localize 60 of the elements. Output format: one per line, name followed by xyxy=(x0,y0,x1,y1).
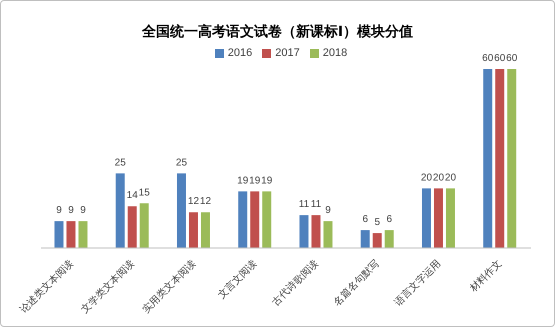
bar xyxy=(116,173,125,248)
x-tick-label: 实用类文本阅读 xyxy=(140,258,198,316)
bar xyxy=(200,212,210,248)
bar xyxy=(372,233,382,248)
bar xyxy=(176,173,186,248)
data-label: 15 xyxy=(138,187,150,198)
x-tick-label: 文言文阅读 xyxy=(216,258,260,302)
x-tick-label: 文学类文本阅读 xyxy=(78,258,137,316)
data-label: 6 xyxy=(386,214,392,226)
bar xyxy=(188,212,198,248)
bar xyxy=(446,188,455,248)
legend-label: 2018 xyxy=(322,47,348,59)
data-label: 60 xyxy=(482,53,494,64)
data-label: 25 xyxy=(176,157,188,168)
legend-label: 2016 xyxy=(228,47,252,59)
data-label: 20 xyxy=(432,172,444,184)
bar xyxy=(311,215,320,248)
data-label: 19 xyxy=(249,175,261,186)
data-label: 9 xyxy=(80,205,86,216)
x-tick-label: 论述类文本阅读 xyxy=(18,258,76,316)
bar xyxy=(507,69,516,248)
data-label: 19 xyxy=(261,175,273,186)
data-label: 12 xyxy=(188,196,200,208)
data-label: 11 xyxy=(298,199,310,210)
bar xyxy=(299,215,308,248)
data-label: 12 xyxy=(200,196,212,208)
data-label: 19 xyxy=(237,175,249,186)
x-tick-label: 古代诗歌阅读 xyxy=(270,258,321,308)
bar xyxy=(384,230,394,248)
bar xyxy=(262,191,272,248)
x-tick-label: 语言文字运用 xyxy=(392,258,444,308)
bar xyxy=(128,206,137,248)
bar xyxy=(323,221,332,248)
data-label: 25 xyxy=(114,157,126,168)
bar xyxy=(495,69,504,248)
data-label: 20 xyxy=(420,172,432,184)
x-tick-label: 材料作文 xyxy=(466,258,504,295)
legend-label: 2017 xyxy=(275,47,300,59)
data-label: 60 xyxy=(506,53,518,64)
data-label: 11 xyxy=(310,199,322,210)
bar xyxy=(250,191,260,248)
bar xyxy=(78,221,88,248)
bar xyxy=(54,221,64,248)
data-label: 5 xyxy=(374,217,380,228)
bar xyxy=(66,221,76,248)
x-tick-label: 名篇名句默写 xyxy=(330,258,382,308)
data-label: 9 xyxy=(56,205,62,216)
data-label: 20 xyxy=(444,172,456,184)
data-label: 9 xyxy=(68,205,74,216)
bar xyxy=(238,191,248,248)
bar xyxy=(140,203,149,248)
data-label: 60 xyxy=(494,53,506,64)
bar xyxy=(434,188,443,248)
chart-title: 全国统一高考语文试卷（新课标Ⅰ）模块分值 xyxy=(140,23,414,41)
bar xyxy=(483,69,492,248)
data-label: 9 xyxy=(325,205,332,216)
data-label: 14 xyxy=(126,190,138,202)
bar xyxy=(360,230,370,248)
bar xyxy=(422,188,431,248)
data-label: 6 xyxy=(362,214,368,226)
